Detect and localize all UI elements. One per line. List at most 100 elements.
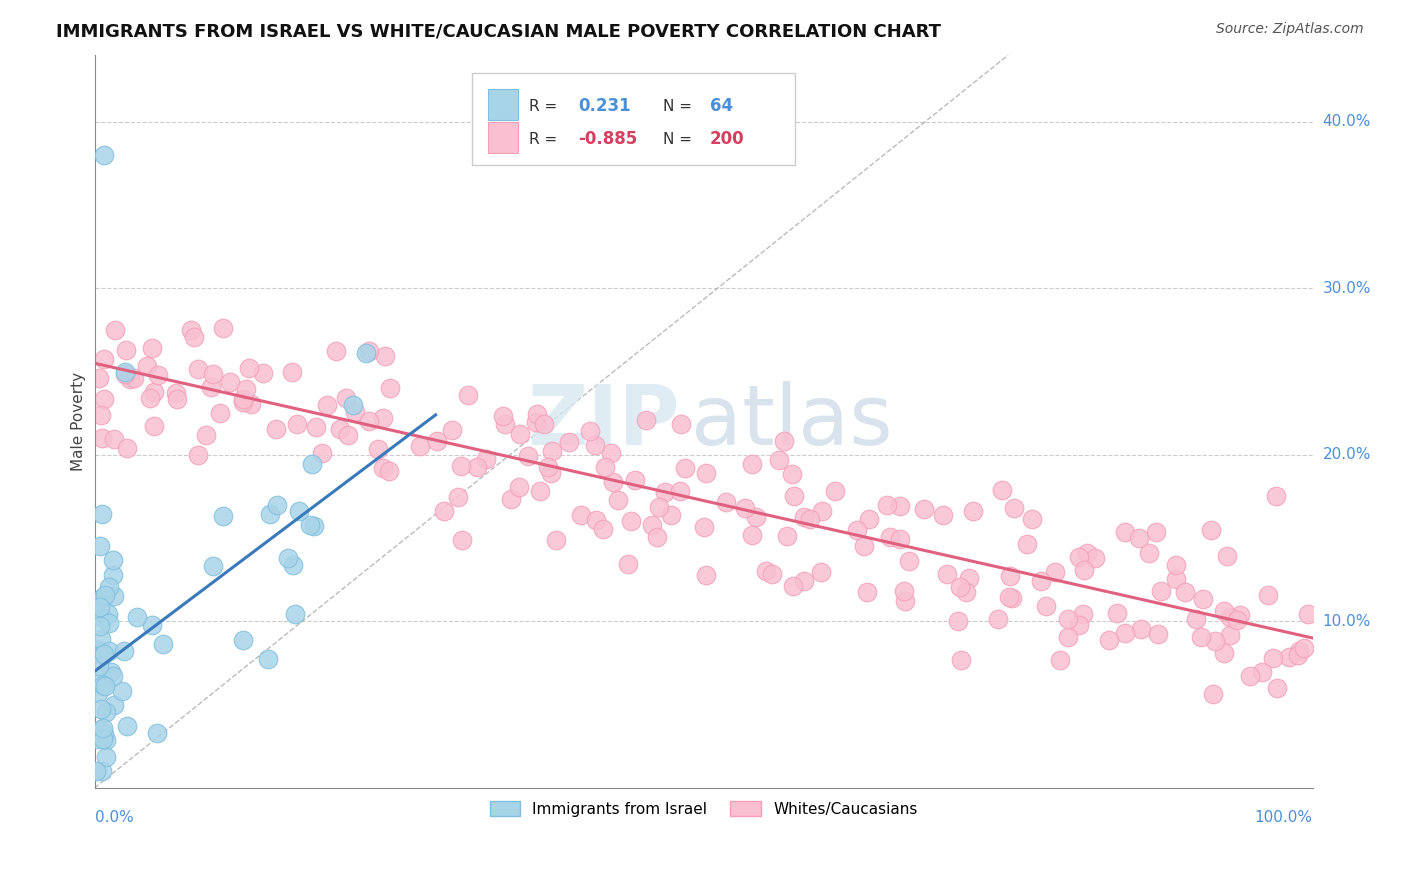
Point <box>1204 634 1226 648</box>
Point <box>1049 653 1071 667</box>
Point <box>755 564 778 578</box>
Point <box>266 498 288 512</box>
Point <box>91 731 114 746</box>
Point <box>141 341 163 355</box>
Point <box>114 368 136 382</box>
Y-axis label: Male Poverty: Male Poverty <box>72 372 86 471</box>
Point <box>219 376 242 390</box>
Point <box>433 504 456 518</box>
Point <box>87 659 110 673</box>
Point <box>1130 622 1153 636</box>
Point <box>636 413 658 427</box>
Point <box>451 533 474 547</box>
Point <box>957 571 980 585</box>
Point <box>810 565 832 579</box>
Point <box>1105 606 1128 620</box>
Point <box>768 453 790 467</box>
Point <box>695 568 717 582</box>
Point <box>824 484 846 499</box>
Point <box>284 607 307 621</box>
Point <box>761 567 783 582</box>
Point <box>716 495 738 509</box>
Point <box>139 391 162 405</box>
Point <box>89 600 111 615</box>
Point <box>1073 563 1095 577</box>
Point <box>1265 490 1288 504</box>
Point <box>1149 583 1171 598</box>
Text: 0.0%: 0.0% <box>94 810 134 825</box>
Point <box>98 644 121 658</box>
Text: 10.0%: 10.0% <box>1323 614 1371 629</box>
Point <box>183 330 205 344</box>
Point <box>524 415 547 429</box>
Point <box>858 512 880 526</box>
Point <box>962 504 984 518</box>
Point <box>285 417 308 431</box>
Point <box>620 514 643 528</box>
Point <box>426 434 449 448</box>
Point <box>212 321 235 335</box>
Point <box>537 460 560 475</box>
Text: IMMIGRANTS FROM ISRAEL VS WHITE/CAUCASIAN MALE POVERTY CORRELATION CHART: IMMIGRANTS FROM ISRAEL VS WHITE/CAUCASIA… <box>56 22 941 40</box>
Point <box>1021 512 1043 526</box>
Point <box>1202 687 1225 701</box>
Point <box>103 553 125 567</box>
Point <box>546 533 568 548</box>
Point <box>1239 669 1261 683</box>
Point <box>337 428 360 442</box>
Point <box>540 466 562 480</box>
Point <box>305 419 328 434</box>
Point <box>94 705 117 719</box>
Point <box>232 395 254 409</box>
Point <box>208 406 231 420</box>
Point <box>87 371 110 385</box>
Point <box>232 632 254 647</box>
Point <box>259 508 281 522</box>
Text: 0.231: 0.231 <box>578 97 631 115</box>
Point <box>645 530 668 544</box>
Point <box>232 392 254 407</box>
Point <box>998 590 1021 604</box>
Point <box>558 435 581 450</box>
Point <box>374 349 396 363</box>
Point <box>93 351 115 366</box>
Point <box>371 461 394 475</box>
Point <box>695 466 717 480</box>
Point <box>112 643 135 657</box>
Point <box>257 652 280 666</box>
Point <box>932 508 955 522</box>
Point <box>1076 546 1098 560</box>
Point <box>744 509 766 524</box>
Text: 100.0%: 100.0% <box>1254 810 1313 825</box>
Point <box>91 611 114 625</box>
Point <box>1144 524 1167 539</box>
Point <box>335 391 357 405</box>
Point <box>344 405 367 419</box>
Point <box>354 346 377 360</box>
Point <box>301 457 323 471</box>
Point <box>1213 646 1236 660</box>
Point <box>1267 681 1289 695</box>
Point <box>89 723 111 738</box>
Point <box>281 365 304 379</box>
Point <box>98 580 121 594</box>
Point <box>91 678 114 692</box>
Point <box>508 479 530 493</box>
Point <box>90 647 112 661</box>
Point <box>1278 650 1301 665</box>
Point <box>311 446 333 460</box>
Point <box>90 408 112 422</box>
Point <box>673 460 696 475</box>
Point <box>93 588 115 602</box>
Point <box>617 557 640 571</box>
Point <box>264 421 287 435</box>
Point <box>86 669 108 683</box>
Point <box>1288 644 1310 658</box>
Point <box>94 749 117 764</box>
Point <box>853 539 876 553</box>
Point <box>669 483 692 498</box>
Point <box>200 380 222 394</box>
Legend: Immigrants from Israel, Whites/Caucasians: Immigrants from Israel, Whites/Caucasian… <box>482 793 925 824</box>
Point <box>152 637 174 651</box>
Point <box>342 398 364 412</box>
